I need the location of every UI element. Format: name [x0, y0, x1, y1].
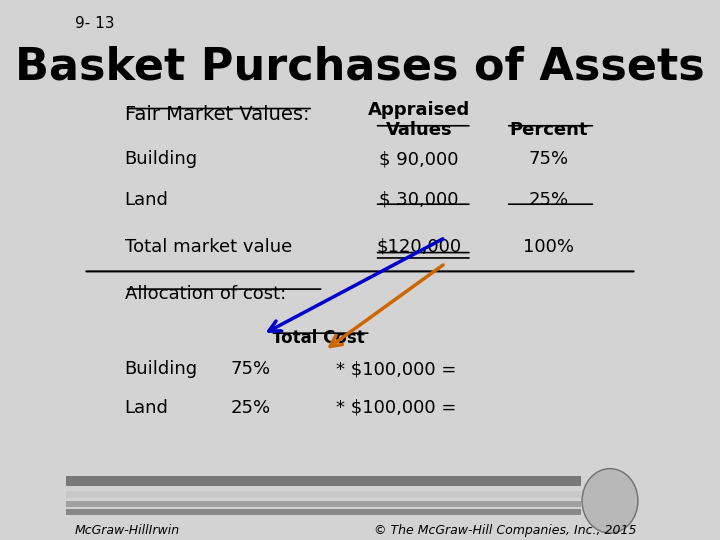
- FancyBboxPatch shape: [66, 509, 580, 515]
- Text: Land: Land: [125, 399, 168, 417]
- Text: © The McGraw-Hill Companies, Inc., 2015: © The McGraw-Hill Companies, Inc., 2015: [374, 524, 636, 537]
- FancyBboxPatch shape: [66, 501, 580, 507]
- Text: Land: Land: [125, 191, 168, 209]
- Text: $ 90,000: $ 90,000: [379, 151, 459, 168]
- FancyBboxPatch shape: [66, 476, 580, 487]
- Ellipse shape: [582, 469, 638, 533]
- Text: Percent: Percent: [509, 122, 588, 139]
- Text: Values: Values: [385, 122, 452, 139]
- Text: * $100,000 =: * $100,000 =: [336, 360, 457, 378]
- Text: $ 30,000: $ 30,000: [379, 191, 459, 209]
- Text: Basket Purchases of Assets: Basket Purchases of Assets: [15, 46, 705, 89]
- Text: * $100,000 =: * $100,000 =: [336, 399, 457, 417]
- Text: Total Cost: Total Cost: [272, 329, 365, 347]
- Text: Appraised: Appraised: [368, 101, 470, 119]
- Text: Building: Building: [125, 151, 198, 168]
- Text: Fair Market Values:: Fair Market Values:: [125, 105, 309, 124]
- Text: Allocation of cost:: Allocation of cost:: [125, 285, 286, 303]
- Text: Building: Building: [125, 360, 198, 378]
- Text: 25%: 25%: [528, 191, 568, 209]
- FancyBboxPatch shape: [66, 491, 580, 498]
- Text: $120,000: $120,000: [377, 238, 462, 255]
- Text: 75%: 75%: [528, 151, 568, 168]
- Text: Total market value: Total market value: [125, 238, 292, 255]
- Text: 9- 13: 9- 13: [75, 16, 114, 31]
- Text: 25%: 25%: [230, 399, 271, 417]
- Text: McGraw-HillIrwin: McGraw-HillIrwin: [75, 524, 180, 537]
- Text: 100%: 100%: [523, 238, 574, 255]
- Text: 75%: 75%: [230, 360, 271, 378]
